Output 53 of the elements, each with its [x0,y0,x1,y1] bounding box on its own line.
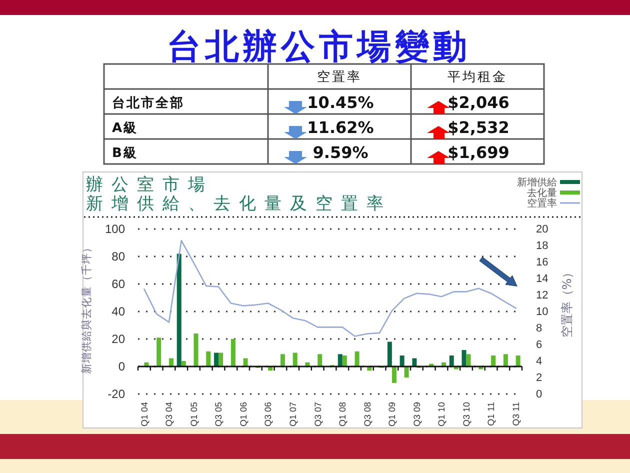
x-tick-label: Q1 11 [486,402,496,426]
y2-tick-label: 12 [536,290,548,302]
y-tick-label: 100 [104,222,126,236]
x-tick-label: Q3 09 [412,402,422,427]
data-label: 9.59% [312,143,368,162]
x-tick-label: Q1 07 [288,402,298,427]
x-tick-label: Q1 09 [387,402,398,427]
x-tick-label: Q1 04 [139,402,150,427]
y2-tick-label: 8 [536,322,542,335]
x-tick-label: Q3 04 [164,402,174,427]
x-tick-label: Q1 05 [188,402,199,427]
x-tick-label: Q1 06 [238,402,248,427]
y2-axis-title: 空置率（%） [560,266,574,338]
y-tick-label: 0 [118,359,126,374]
y2-tick-label: 16 [536,256,548,269]
data-label: 10.45% [307,93,374,112]
chart-subtitle: 新增供給、去化量及空置率 [86,194,392,214]
category-label: 台北市全部 [112,95,184,111]
x-tick-label: Q1 08 [338,402,348,427]
legend-label: 新增供給 [517,176,557,188]
x-tick-label: Q3 06 [263,402,274,427]
x-tick-label: Q3 11 [510,402,521,426]
category-label: B級 [112,146,138,161]
text: 平均租金 [448,70,508,85]
y2-tick-label: 10 [536,306,548,318]
series-label: 空置率 [317,69,362,85]
y-tick-label: -20 [108,386,126,401]
y-tick-label: 80 [112,249,126,264]
y2-tick-label: 14 [536,273,548,286]
y2-tick-label: 4 [536,356,542,368]
data-label: 11.62% [307,118,374,137]
y-axis-title: 新增供給與去化量（千坪） [80,242,93,374]
y2-tick-label: 20 [536,224,548,236]
x-tick-label: Q3 08 [362,402,372,427]
data-label: $2,046 [448,93,510,112]
x-tick-label: Q3 10 [461,402,472,427]
y-tick-label: 40 [112,304,126,318]
x-tick-label: Q3 05 [214,402,224,427]
y2-tick-label: 2 [536,372,542,384]
y2-tick-label: 18 [536,240,548,252]
data-label: $2,532 [448,118,510,137]
text: 台北辦公市場變動 [167,27,471,67]
x-tick-label: Q1 10 [436,402,447,427]
category-label: A級 [112,121,138,136]
chart-title: 辦公室市場 [86,175,214,195]
y2-tick-label: 0 [536,388,542,401]
x-tick-label: Q3 07 [312,402,323,427]
y-tick-label: 20 [112,332,126,346]
y2-tick-label: 6 [536,339,542,352]
legend-label: 去化量 [527,187,557,199]
legend-label: 空置率 [527,198,557,210]
y-tick-label: 60 [112,276,126,291]
data-label: $1,699 [448,143,510,162]
